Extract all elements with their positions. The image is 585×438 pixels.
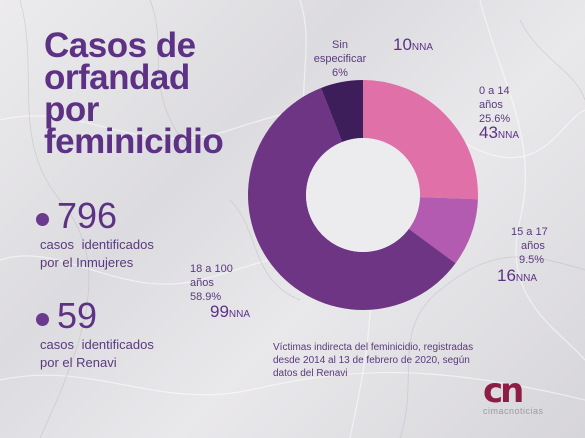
stat-desc: casos identificados: [40, 237, 154, 252]
label-unit-years: años: [521, 240, 545, 252]
donut-hole: [306, 138, 420, 252]
label-unit-years: años: [479, 99, 503, 111]
stat-value: 796: [57, 195, 118, 236]
stat-inmujeres: 796 casos identificados por el Inmujeres: [36, 196, 154, 272]
chart-title: Casos de orfandad por feminicidio: [44, 26, 244, 161]
label-range: 18 a 100: [190, 263, 233, 275]
slice-label-0-14: 0 a 14 años 25.6% 43NNA: [479, 84, 549, 143]
label-count: 10: [393, 35, 412, 54]
label-count: 99: [210, 302, 229, 321]
label-unit-years: especificar: [313, 53, 367, 65]
label-percent: 58.9%: [190, 291, 222, 303]
bullet-dot: [36, 312, 49, 326]
label-percent: 25.6%: [479, 113, 511, 125]
stat-desc: por el Renavi: [40, 355, 117, 370]
label-count-unit: NNA: [515, 273, 538, 284]
label-count-unit: NNA: [228, 309, 251, 320]
logo-word: cimacnoticias: [483, 406, 544, 416]
label-count: 16: [497, 266, 516, 285]
label-unit-years: años: [190, 277, 214, 289]
title-line: Casos de: [44, 26, 196, 65]
stat-renavi: 59 casos identificados por el Renavi: [36, 296, 154, 372]
slice-0-14: [363, 80, 478, 200]
logo-mark: cn: [483, 371, 524, 411]
label-range: Sin: [332, 39, 348, 51]
slice-label-18-100: 18 a 100 años 58.9% 99NNA: [190, 262, 270, 322]
source-footnote: Víctimas indirecta del feminicidio, regi…: [273, 342, 474, 379]
slice-sin-especificar: [320, 80, 363, 142]
title-line: orfandad: [44, 58, 190, 97]
cimac-logo: cn cimacnoticias: [483, 374, 563, 424]
title-line: feminicidio: [44, 122, 224, 161]
stat-value: 59: [57, 295, 98, 336]
label-count-unit: NNA: [411, 42, 434, 53]
label-count-unit: NNA: [497, 130, 520, 141]
label-percent: 9.5%: [519, 254, 545, 266]
slice-18-100: [247, 87, 456, 310]
slice-label-sin-especificar: Sin especificar 6%: [305, 38, 375, 80]
stat-desc: por el Inmujeres: [40, 255, 134, 270]
label-range: 0 a 14: [479, 85, 510, 97]
slice-count-sin-especificar: 10NNA: [393, 35, 434, 55]
label-range: 15 a 17: [511, 226, 548, 238]
slice-15-17: [408, 197, 478, 264]
bullet-dot: [36, 212, 49, 226]
label-count: 43: [479, 123, 498, 142]
label-percent: 6%: [332, 67, 348, 79]
title-line: por: [44, 90, 99, 129]
stat-desc: casos identificados: [40, 337, 154, 352]
slice-label-15-17: 15 a 17 años 9.5% 16NNA: [497, 225, 567, 286]
